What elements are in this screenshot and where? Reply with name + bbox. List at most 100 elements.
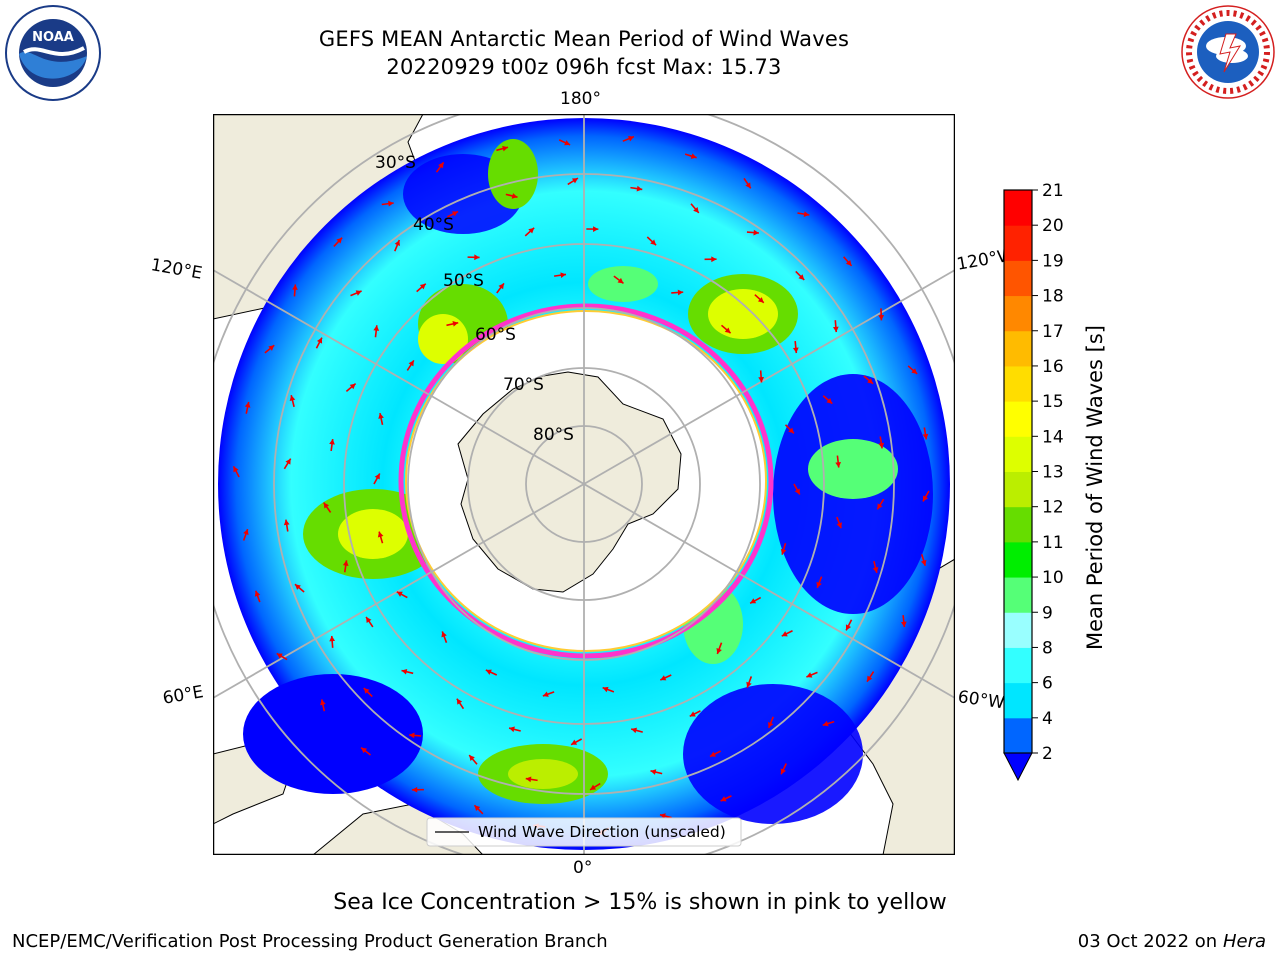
wind-arrow-head xyxy=(724,327,731,334)
wind-arrow-head xyxy=(590,784,597,790)
wind-arrow-head xyxy=(349,383,356,390)
colorbar-tick-label: 17 xyxy=(1042,322,1064,342)
wind-arrow-head xyxy=(867,675,873,682)
wind-arrow-head xyxy=(329,439,335,445)
wind-arrow-head xyxy=(593,226,599,232)
sea-ice-edge xyxy=(398,303,774,659)
wind-arrow-head xyxy=(878,442,885,449)
wind-arrow-head xyxy=(396,591,403,597)
colorbar-tick-label: 2 xyxy=(1042,744,1053,764)
wind-arrow-head xyxy=(394,240,400,247)
wind-arrow-head xyxy=(363,688,370,694)
wind-arrow-head xyxy=(294,584,301,590)
parallel-label-70s: 70°S xyxy=(503,375,544,395)
wind-arrow-head xyxy=(285,458,291,465)
colorbar-segment xyxy=(1004,647,1032,684)
wind-arrow-head xyxy=(816,581,822,588)
wind-arrow-head xyxy=(542,691,549,697)
colorbar-segment xyxy=(1004,260,1032,297)
wind-arrow-head xyxy=(792,347,799,354)
footer-machine: Hera xyxy=(1222,931,1266,952)
colorbar-tick-label: 21 xyxy=(1042,181,1064,201)
colorbar-segment xyxy=(1004,330,1032,367)
wind-arrow-head xyxy=(411,786,418,793)
wind-arrow-head xyxy=(401,668,408,675)
meridian-label-180: 180° xyxy=(560,89,601,109)
colorbar-tick-label: 6 xyxy=(1042,674,1053,694)
wind-arrow-head xyxy=(456,698,463,705)
wind-arrow-head xyxy=(409,732,415,739)
wind-arrow-head xyxy=(650,769,657,775)
wind-arrow-head xyxy=(660,675,667,681)
colorbar-segment xyxy=(1004,401,1032,437)
wind-arrow-head xyxy=(835,461,842,468)
meridian-label-60e: 60°E xyxy=(161,682,205,709)
wind-arrow-head xyxy=(320,699,326,706)
wind-arrow-head xyxy=(822,720,829,727)
wind-arrow-head xyxy=(388,200,394,207)
wind-arrow-head xyxy=(753,229,759,236)
wind-arrow-head xyxy=(659,813,666,819)
legend-label: Wind Wave Direction (unscaled) xyxy=(478,823,726,841)
colorbar-segment xyxy=(1004,295,1032,332)
colorbar-segment xyxy=(1004,365,1032,402)
colorbar-tick-label: 8 xyxy=(1042,638,1053,658)
wind-arrow-head xyxy=(845,259,852,266)
wind-wave-arrows xyxy=(232,135,930,836)
colorbar: 2 4 6 8 9 10 11 12 13 14 15 16 17 18 19 20 21 xyxy=(990,180,1070,790)
wind-arrow-head xyxy=(564,140,571,146)
colorbar-tick-label: 9 xyxy=(1042,603,1053,623)
parallel-label-80s: 80°S xyxy=(533,425,574,445)
wind-arrow-head xyxy=(826,398,833,404)
wind-arrow-head xyxy=(373,325,380,331)
colorbar-tick-label: 14 xyxy=(1042,427,1064,447)
colorbar-tick-label: 15 xyxy=(1042,392,1064,412)
wind-arrow-head xyxy=(243,529,249,536)
wind-arrow-head xyxy=(878,315,885,321)
parallel-label-40s: 40°S xyxy=(413,215,454,235)
colorbar-tick-label: 4 xyxy=(1042,709,1053,729)
colorbar-segment xyxy=(1004,190,1032,226)
wind-arrow-head xyxy=(289,395,296,402)
wind-arrow-head xyxy=(474,805,481,812)
nws-logo xyxy=(1180,4,1276,100)
colorbar-segment xyxy=(1004,612,1032,648)
footer-branch: NCEP/EMC/Verification Post Processing Pr… xyxy=(12,931,608,952)
colorbar-segment xyxy=(1004,682,1032,719)
wind-arrow-head xyxy=(502,145,508,152)
wind-arrow-head xyxy=(366,616,372,623)
wind-arrow-head xyxy=(528,227,535,234)
polar-map: 30°S 40°S 50°S 60°S 70°S 80°S Wind Wave … xyxy=(213,114,955,855)
colorbar-segment xyxy=(1004,436,1032,472)
wind-arrow-head xyxy=(560,272,566,279)
antarctica-land xyxy=(457,371,682,593)
colorbar-tick-label: 18 xyxy=(1042,287,1064,307)
wind-arrow-head xyxy=(408,360,414,367)
wind-arrow-head xyxy=(627,135,634,142)
wind-arrow-head xyxy=(498,283,504,290)
wind-arrow-head xyxy=(689,711,696,717)
wind-arrow-head xyxy=(342,560,349,566)
wind-arrow-head xyxy=(836,522,842,529)
colorbar-tick-label: 20 xyxy=(1042,216,1064,236)
wind-arrow-head xyxy=(709,751,716,757)
wind-arrow-head xyxy=(920,559,927,566)
wind-arrow-head xyxy=(832,326,839,333)
colorbar-tick-label: 19 xyxy=(1042,251,1064,271)
footer-date-text: 03 Oct 2022 on xyxy=(1077,931,1223,952)
noaa-logo: NOAA xyxy=(4,4,102,102)
colorbar-tick-label: 11 xyxy=(1042,533,1064,553)
wind-arrow-head xyxy=(474,254,480,261)
wind-arrow-head xyxy=(798,274,805,280)
wind-arrow-head xyxy=(617,277,624,284)
colorbar-segment xyxy=(1004,577,1032,613)
wind-arrow-head xyxy=(900,621,907,628)
wind-arrow-head xyxy=(745,182,751,189)
wind-arrow-head xyxy=(720,796,727,802)
wind-arrow-head xyxy=(323,502,330,509)
wind-arrow-head xyxy=(806,672,813,678)
wind-arrow-head xyxy=(922,433,929,440)
wind-arrow-head xyxy=(768,721,774,728)
wind-arrow-head xyxy=(711,256,717,263)
wind-arrow-head xyxy=(650,239,657,246)
